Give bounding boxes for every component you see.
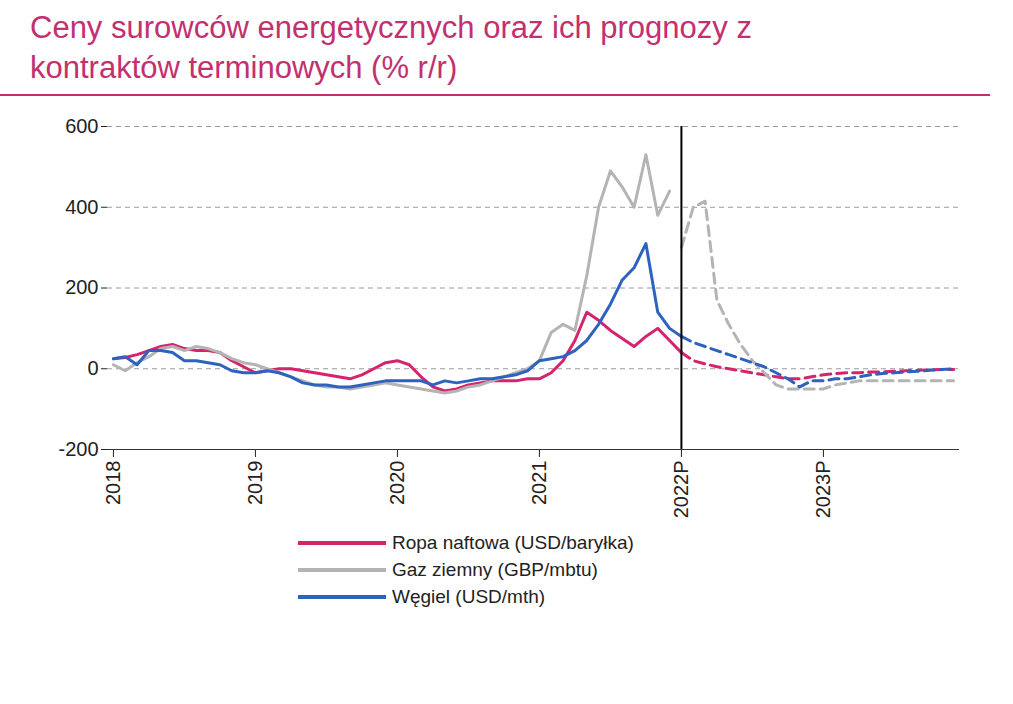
svg-text:2022P: 2022P [670,461,692,519]
svg-text:2021: 2021 [528,461,550,506]
html-text:Ceny surowców energetycznych o: Ceny surowców energetycznych oraz ich pr… [30,10,752,85]
svg-text:600: 600 [65,115,98,137]
svg-text:2020: 2020 [386,461,408,506]
html-text:Węgiel (USD/mth): Węgiel (USD/mth) [392,585,546,607]
html-text:Ropa naftowa (USD/baryłka): Ropa naftowa (USD/baryłka) [392,531,634,553]
svg-text:2023P: 2023P [812,461,834,519]
svg-text:-200: -200 [58,438,98,460]
svg-text:200: 200 [65,276,98,298]
html-text:Gaz ziemny (GBP/mbtu): Gaz ziemny (GBP/mbtu) [392,558,598,580]
svg-text:400: 400 [65,196,98,218]
svg-text:2018: 2018 [102,461,124,506]
svg-text:2019: 2019 [244,461,266,506]
svg-text:0: 0 [87,357,98,379]
